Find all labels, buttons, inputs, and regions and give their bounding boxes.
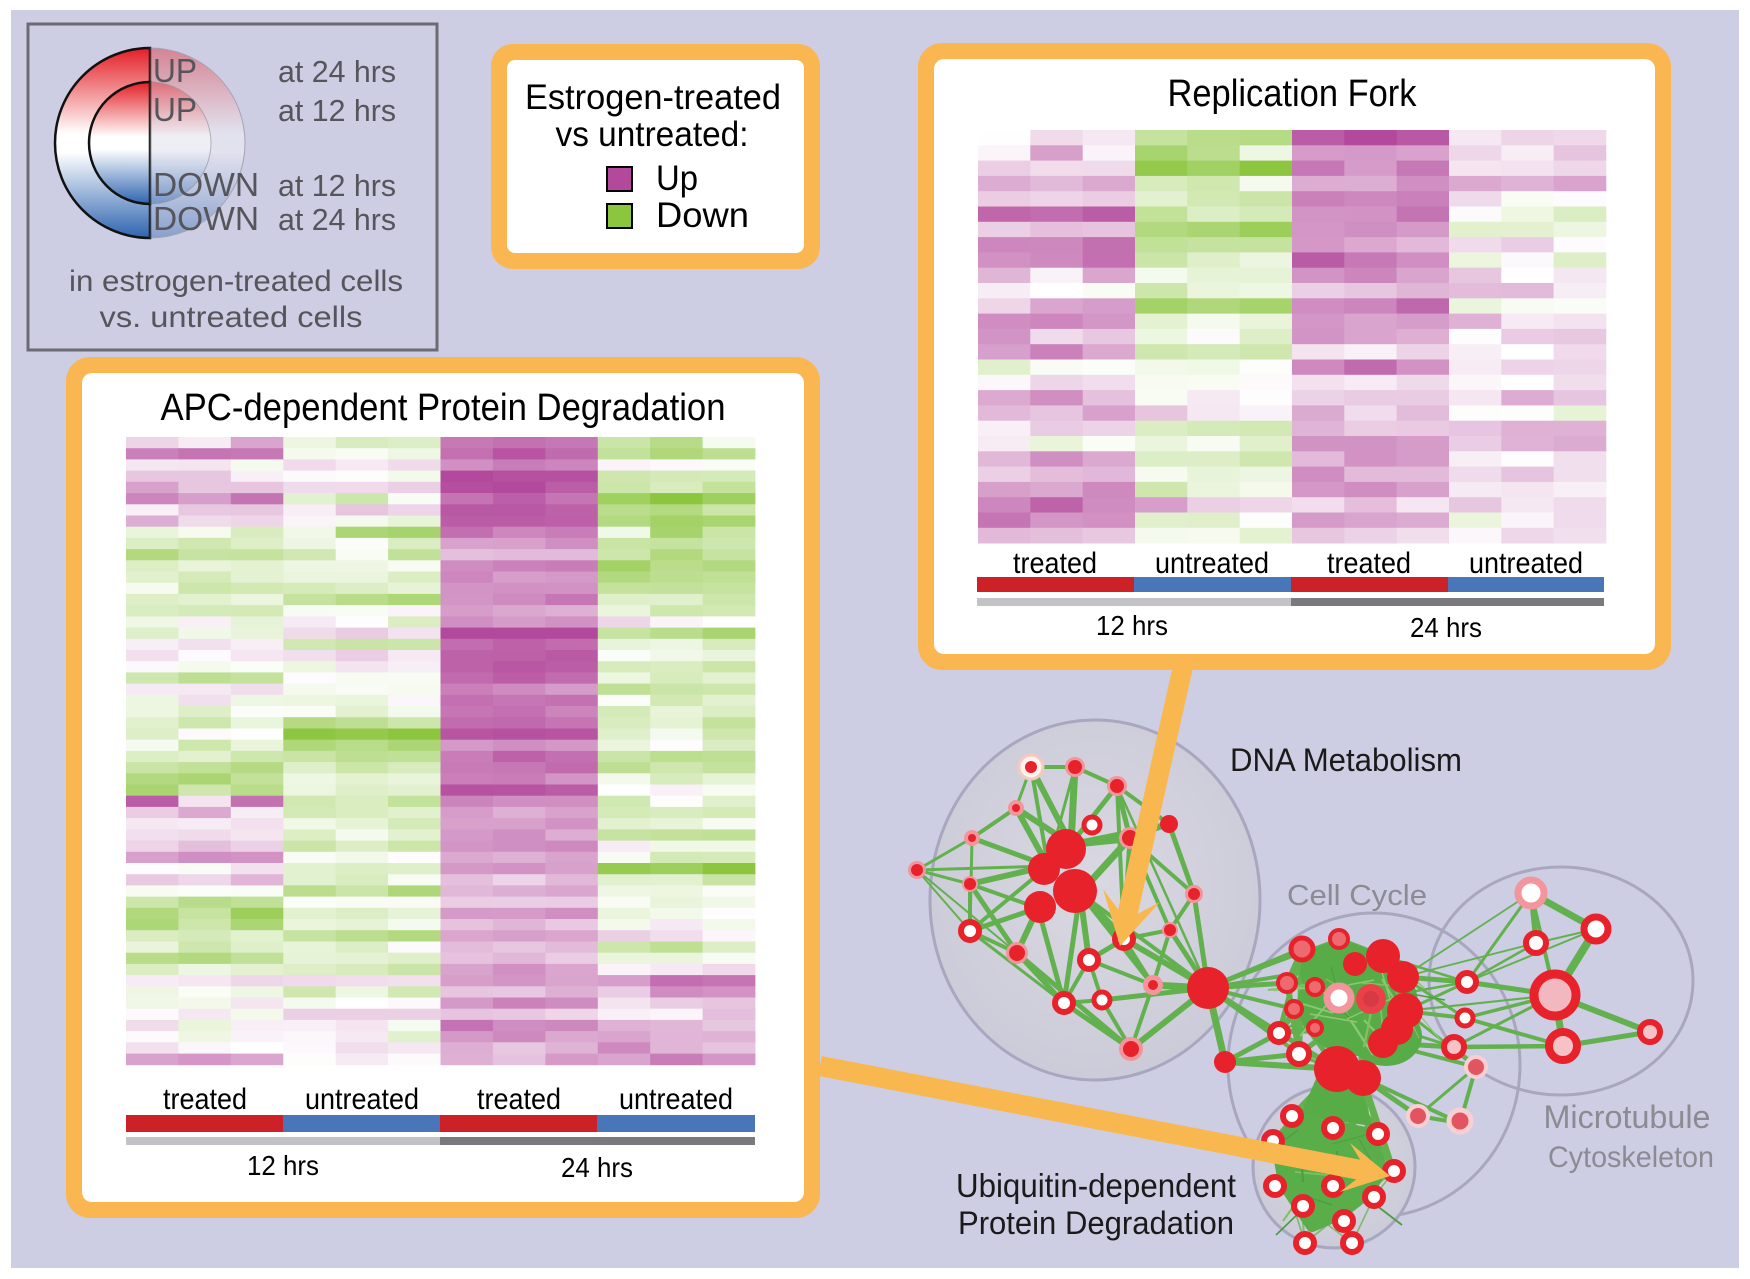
svg-text:untreated: untreated <box>305 1083 419 1116</box>
svg-text:DNA Metabolism: DNA Metabolism <box>1230 742 1462 778</box>
svg-text:24 hrs: 24 hrs <box>561 1152 633 1183</box>
svg-text:Protein Degradation: Protein Degradation <box>958 1205 1234 1241</box>
svg-text:treated: treated <box>1013 547 1097 580</box>
svg-text:untreated: untreated <box>1155 547 1269 580</box>
svg-text:at 12 hrs: at 12 hrs <box>278 168 396 203</box>
svg-text:vs. untreated cells: vs. untreated cells <box>100 301 363 334</box>
svg-text:at 12 hrs: at 12 hrs <box>278 93 396 128</box>
svg-text:Microtubule: Microtubule <box>1544 1099 1711 1135</box>
svg-text:untreated: untreated <box>1469 547 1583 580</box>
svg-text:DOWN: DOWN <box>153 200 259 237</box>
svg-text:untreated: untreated <box>619 1083 733 1116</box>
svg-text:Cell Cycle: Cell Cycle <box>1287 880 1427 912</box>
svg-text:UP: UP <box>153 91 197 128</box>
svg-text:Cytoskeleton: Cytoskeleton <box>1548 1141 1714 1174</box>
svg-text:in estrogen-treated cells: in estrogen-treated cells <box>69 265 403 298</box>
svg-text:Estrogen-treated: Estrogen-treated <box>525 78 781 117</box>
svg-text:Ubiquitin-dependent: Ubiquitin-dependent <box>956 1167 1236 1204</box>
svg-text:treated: treated <box>163 1083 247 1116</box>
svg-text:12 hrs: 12 hrs <box>1096 610 1168 641</box>
svg-text:Up: Up <box>656 159 698 198</box>
svg-text:DOWN: DOWN <box>153 166 259 203</box>
svg-text:vs untreated:: vs untreated: <box>556 115 749 154</box>
svg-text:UP: UP <box>153 52 197 89</box>
svg-text:treated: treated <box>1327 547 1411 580</box>
svg-text:at 24 hrs: at 24 hrs <box>278 202 396 237</box>
svg-text:Down: Down <box>656 196 749 235</box>
svg-text:APC-dependent Protein Degradat: APC-dependent Protein Degradation <box>161 387 726 429</box>
svg-text:24 hrs: 24 hrs <box>1410 612 1482 643</box>
svg-text:12 hrs: 12 hrs <box>247 1150 319 1181</box>
svg-text:Replication Fork: Replication Fork <box>1168 73 1418 115</box>
svg-text:treated: treated <box>477 1083 561 1116</box>
svg-text:at 24 hrs: at 24 hrs <box>278 54 396 89</box>
